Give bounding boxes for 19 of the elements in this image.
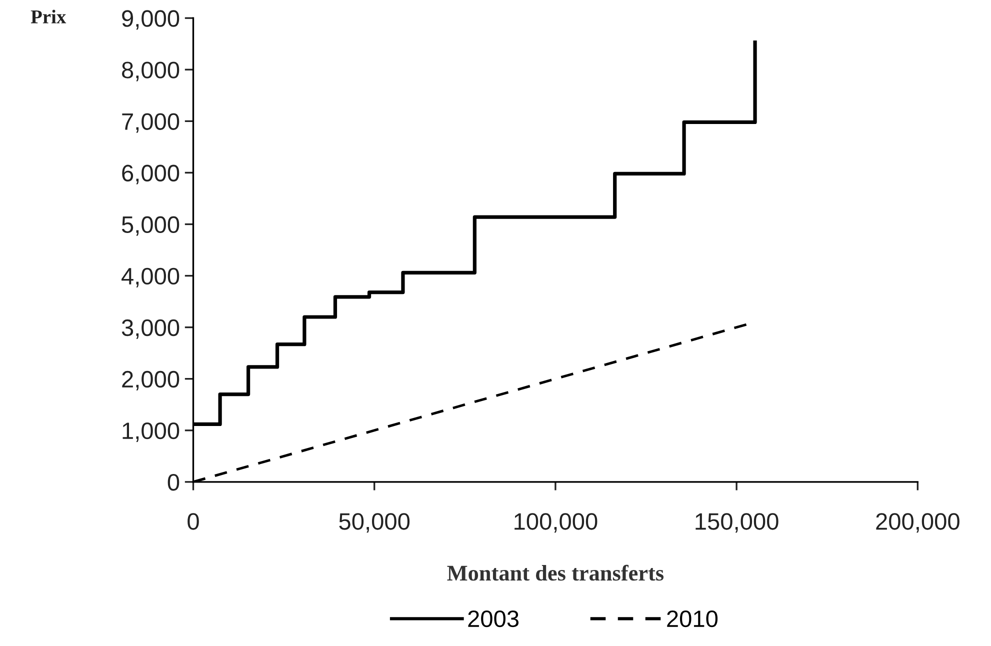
x-tick-label: 100,000 bbox=[514, 513, 598, 533]
y-axis-title: Prix bbox=[30, 10, 66, 24]
y-tick-label: 5,000 bbox=[122, 216, 180, 236]
x-axis-title: Montant des transferts bbox=[447, 564, 664, 581]
y-tick-label: 2,000 bbox=[122, 370, 180, 390]
legend-label: 2003 bbox=[468, 610, 519, 628]
y-tick-label: 8,000 bbox=[122, 62, 180, 82]
y-tick-label: 3,000 bbox=[122, 319, 180, 339]
x-tick-label: 0 bbox=[188, 513, 199, 530]
y-tick-label: 4,000 bbox=[122, 268, 180, 288]
y-tick-label: 0 bbox=[168, 474, 180, 491]
y-tick-label: 1,000 bbox=[122, 422, 180, 442]
x-tick-label: 150,000 bbox=[696, 513, 778, 533]
y-tick-label: 6,000 bbox=[122, 164, 180, 184]
x-tick-label: 50,000 bbox=[339, 513, 410, 533]
y-tick-label: 7,000 bbox=[122, 113, 180, 133]
x-tick-label: 200,000 bbox=[876, 513, 960, 533]
y-tick-label: 9,000 bbox=[122, 10, 180, 30]
legend-label: 2010 bbox=[667, 610, 718, 628]
